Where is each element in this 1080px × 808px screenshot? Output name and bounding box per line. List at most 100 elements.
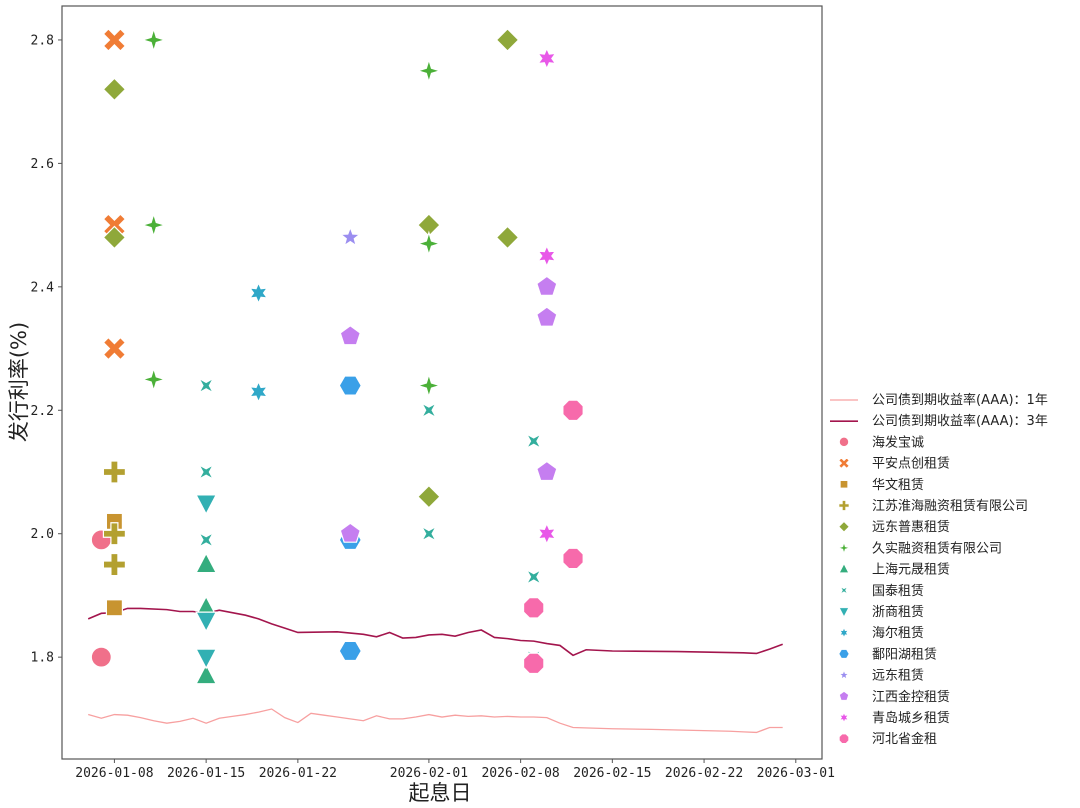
data-point xyxy=(536,244,557,268)
y-tick-label: 1.8 xyxy=(31,651,54,666)
data-point xyxy=(195,663,218,685)
legend-label: 远东租赁 xyxy=(872,669,924,684)
data-point xyxy=(197,463,215,481)
data-point xyxy=(536,306,558,327)
data-point xyxy=(197,377,215,395)
plot-area-frame xyxy=(61,5,823,760)
data-point xyxy=(339,225,362,247)
legend-label: 远东普惠租赁 xyxy=(872,520,950,535)
legend-marker-swatch xyxy=(838,457,850,469)
legend-label: 上海元晟租赁 xyxy=(872,563,950,578)
legend-marker-swatch xyxy=(838,500,850,511)
legend-label: 江苏淮海融资租赁有限公司 xyxy=(872,498,1028,514)
legend-label: 鄱阳湖租赁 xyxy=(872,647,937,662)
x-tick-label: 2026-02-15 xyxy=(573,766,651,781)
data-point xyxy=(90,646,112,668)
data-point xyxy=(102,460,127,484)
data-point xyxy=(420,401,438,419)
data-point xyxy=(248,281,269,305)
legend-marker-swatch xyxy=(840,586,848,595)
x-tick-label: 2026-02-22 xyxy=(665,766,743,781)
x-axis-title: 起息日 xyxy=(409,781,472,805)
data-point xyxy=(102,336,127,361)
data-point xyxy=(536,522,557,546)
data-point xyxy=(522,652,545,675)
data-point xyxy=(338,375,362,396)
x-tick-label: 2026-02-01 xyxy=(390,766,468,781)
y-axis-title: 发行利率(%) xyxy=(7,322,31,442)
data-point xyxy=(562,547,584,570)
legend-marker-swatch xyxy=(839,691,849,701)
legend-label: 国泰租赁 xyxy=(872,584,924,599)
data-point xyxy=(195,552,218,574)
legend-marker-swatch xyxy=(838,669,850,680)
data-point xyxy=(339,324,361,346)
data-point xyxy=(140,212,167,239)
legend-marker-swatch xyxy=(839,712,849,723)
data-point xyxy=(195,648,218,670)
y-tick-label: 2.0 xyxy=(31,527,54,542)
legend-label: 公司债到期收益率(AAA)：3年 xyxy=(872,413,1048,429)
data-point xyxy=(102,552,127,577)
data-point xyxy=(338,640,362,662)
legend-label: 青岛城乡租赁 xyxy=(872,710,950,726)
data-point xyxy=(195,611,218,633)
yield-line-3y xyxy=(87,607,783,657)
legend-label: 浙商租赁 xyxy=(872,605,924,620)
data-point xyxy=(420,525,438,543)
data-point xyxy=(102,522,127,546)
data-point xyxy=(495,28,520,52)
x-axis-ticks: 2026-01-08 2026-01-15 2026-01-22 2026-02-01… xyxy=(75,759,835,781)
data-point xyxy=(415,372,442,399)
y-tick-label: 2.2 xyxy=(31,404,54,419)
legend-marker-swatch xyxy=(839,607,849,618)
data-point xyxy=(536,275,558,296)
legend-label: 海尔租赁 xyxy=(872,626,924,641)
x-tick-label: 2026-03-01 xyxy=(757,766,835,781)
data-point xyxy=(248,380,269,404)
legend-marker-swatch xyxy=(838,542,850,554)
data-point xyxy=(562,399,584,422)
data-point xyxy=(495,225,520,250)
legend: 公司债到期收益率(AAA)：1年公司债到期收益率(AAA)：3年海发宝诚平安点创… xyxy=(830,392,1048,747)
x-tick-label: 2026-01-15 xyxy=(167,766,245,781)
data-point xyxy=(102,225,127,250)
legend-marker-swatch xyxy=(839,437,849,447)
data-point xyxy=(105,599,124,617)
legend-label: 海发宝诚 xyxy=(872,434,924,450)
legend-marker-swatch xyxy=(840,480,848,489)
data-point xyxy=(536,460,558,482)
data-point xyxy=(140,26,167,54)
data-point xyxy=(522,597,545,619)
data-point xyxy=(415,57,442,84)
legend-marker-swatch xyxy=(838,521,850,533)
legend-label: 公司债到期收益率(AAA)：1年 xyxy=(872,392,1048,408)
data-point xyxy=(102,77,127,102)
data-point xyxy=(417,484,441,509)
data-point xyxy=(525,432,543,450)
yield-lines xyxy=(87,607,783,734)
y-tick-label: 2.8 xyxy=(31,33,54,48)
legend-label: 久实融资租赁有限公司 xyxy=(872,541,1002,556)
data-point xyxy=(195,494,218,516)
data-point xyxy=(525,568,543,586)
data-point xyxy=(339,522,361,543)
legend-label: 平安点创租赁 xyxy=(872,457,950,472)
x-tick-label: 2026-01-22 xyxy=(259,766,337,781)
data-point xyxy=(415,230,442,257)
y-tick-label: 2.4 xyxy=(31,280,55,295)
legend-marker-swatch xyxy=(838,649,850,659)
x-tick-label: 2026-02-08 xyxy=(481,766,559,781)
x-tick-label: 2026-01-08 xyxy=(75,766,153,781)
yield-line-1y xyxy=(88,708,783,734)
issuance-points xyxy=(90,26,584,685)
data-point xyxy=(140,366,167,393)
y-tick-label: 2.6 xyxy=(31,157,54,172)
legend-marker-swatch xyxy=(839,733,849,744)
data-point xyxy=(536,46,557,70)
legend-label: 华文租赁 xyxy=(872,478,924,493)
y-axis-ticks: 1.8 2.0 2.2 2.4 2.6 2.8 xyxy=(31,33,62,666)
legend-label: 河北省金租 xyxy=(872,731,937,747)
legend-marker-swatch xyxy=(839,627,849,638)
data-point xyxy=(102,28,127,52)
